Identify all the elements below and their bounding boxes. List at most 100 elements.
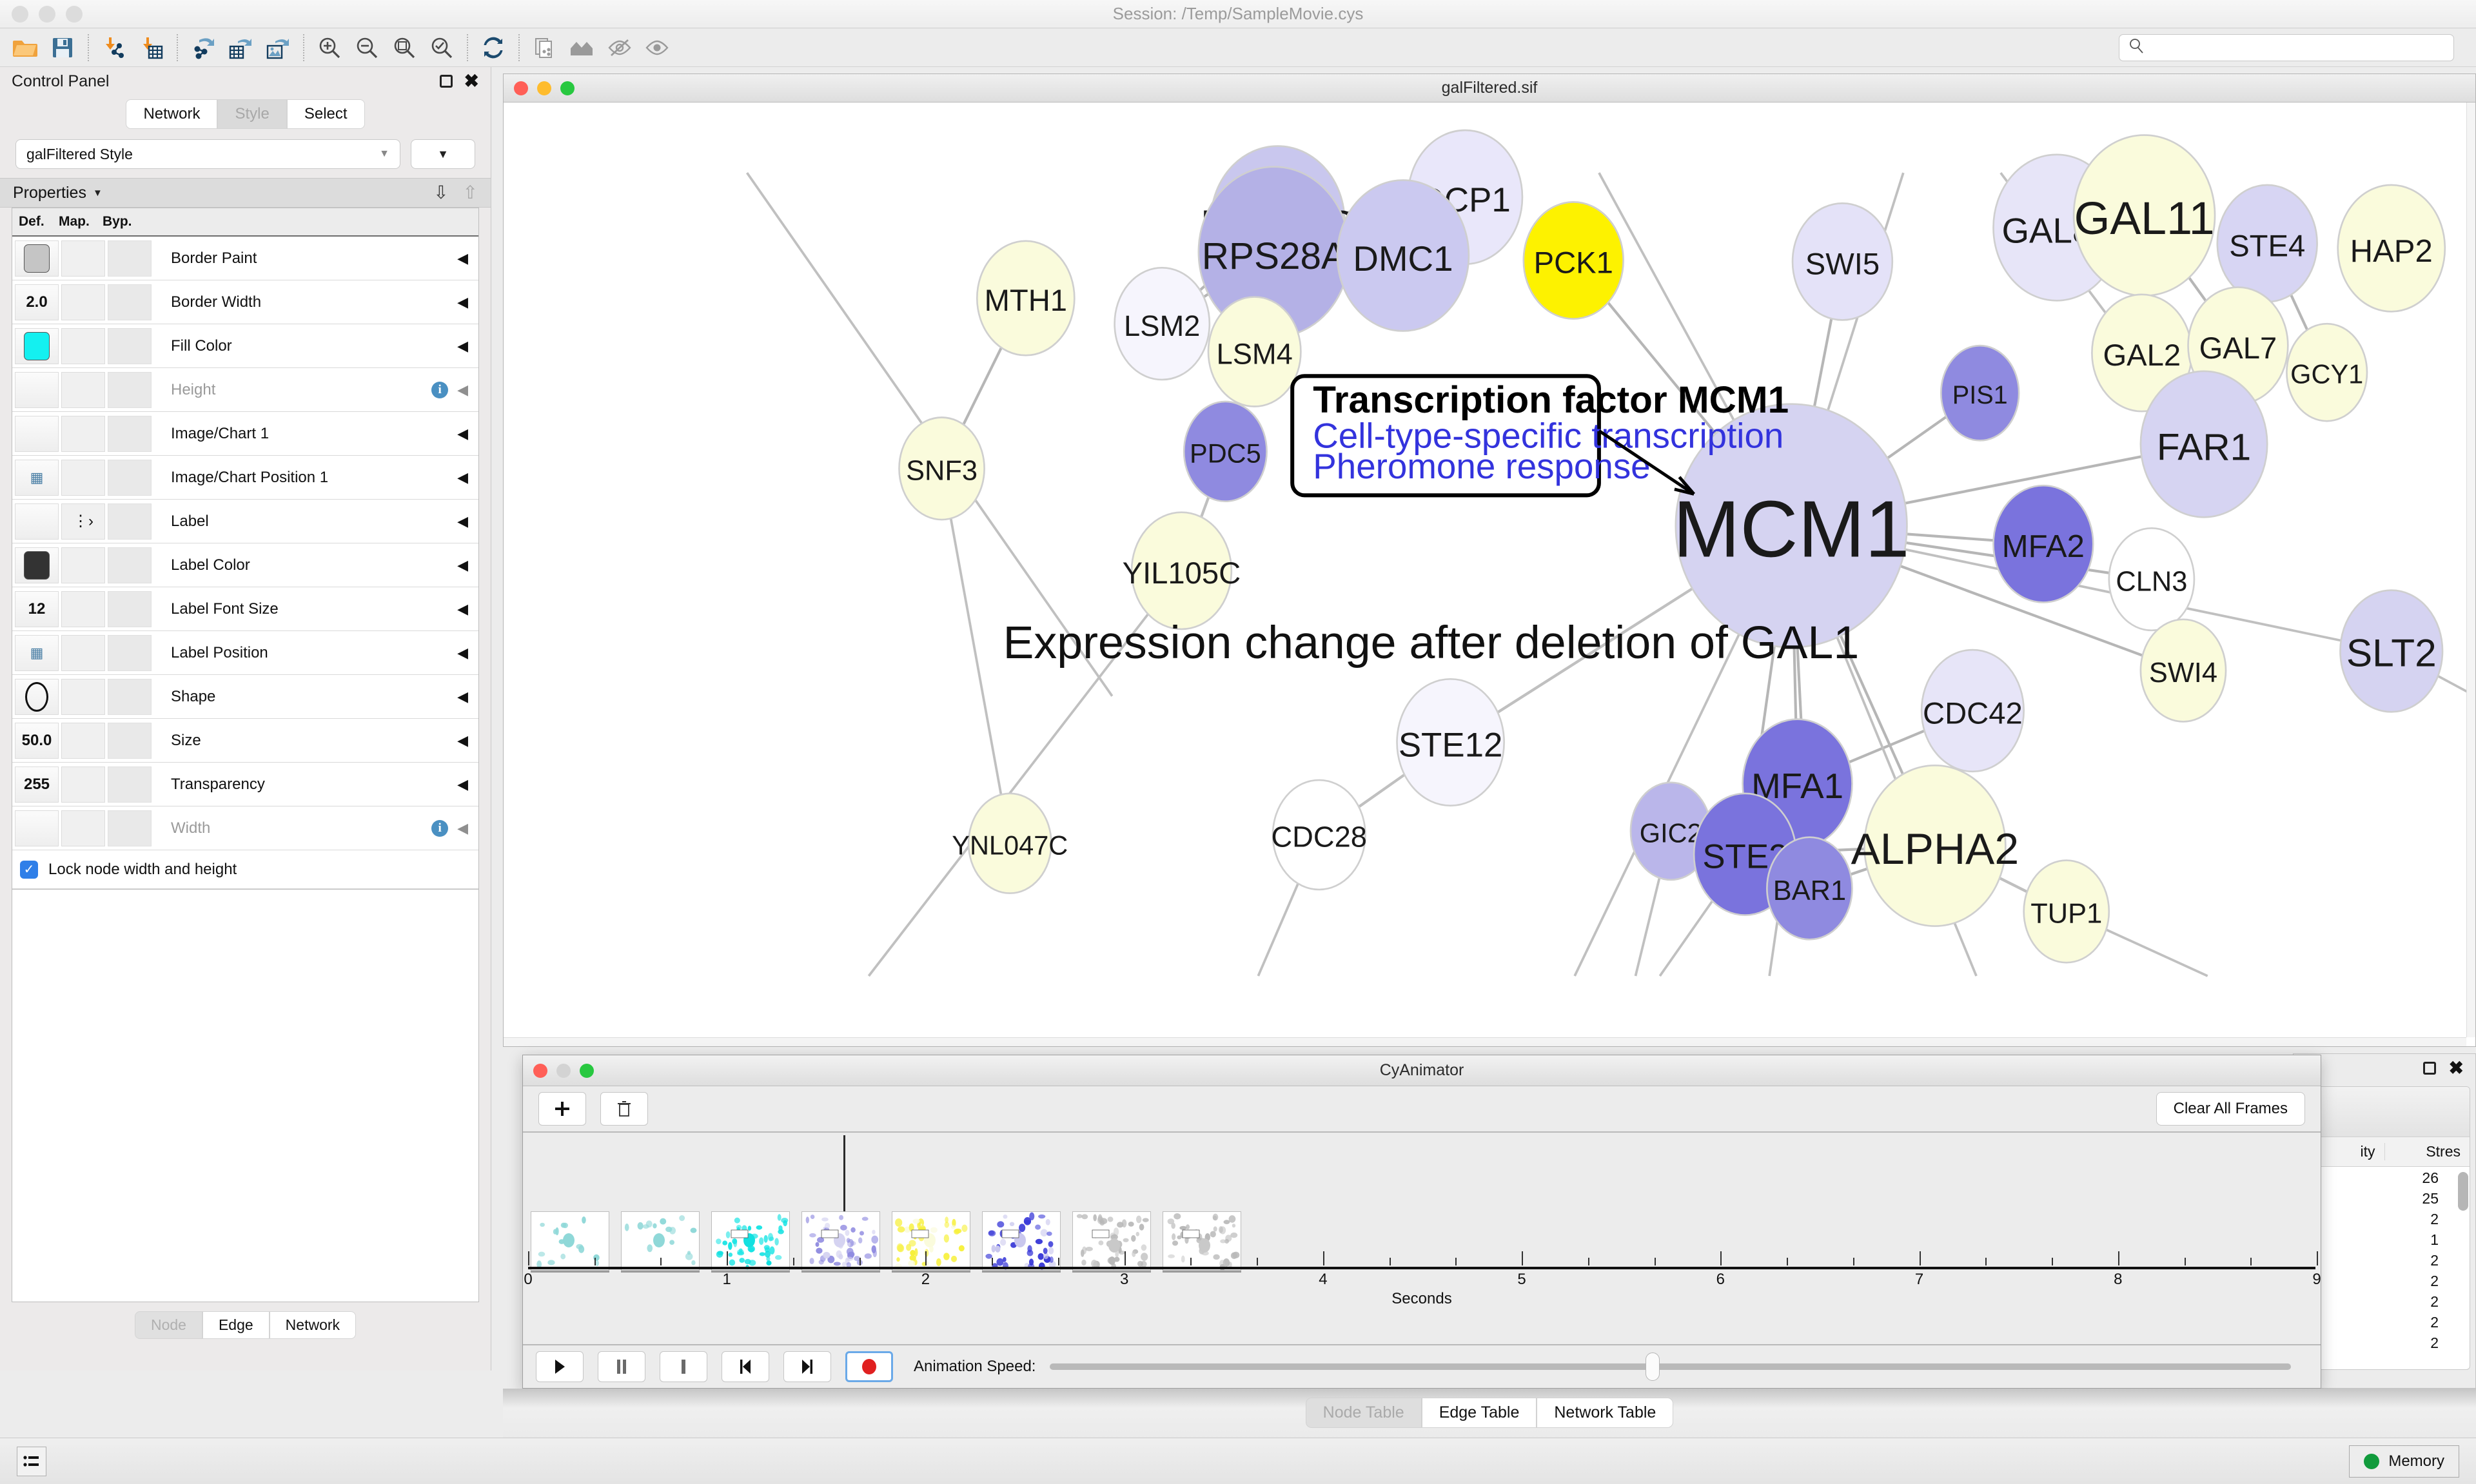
property-mapping-cell[interactable]: [61, 591, 105, 627]
property-row-border-paint[interactable]: Border Paint ◀: [12, 237, 478, 280]
color-swatch-icon[interactable]: [24, 331, 50, 360]
col-centrality[interactable]: ity: [2299, 1143, 2385, 1160]
timeline-frame[interactable]: [801, 1211, 880, 1271]
memory-status-button[interactable]: Memory: [2349, 1445, 2459, 1478]
import-network-icon[interactable]: [95, 31, 133, 64]
property-default-cell[interactable]: [15, 810, 59, 846]
expand-property-icon[interactable]: ◀: [457, 469, 468, 485]
expand-property-icon[interactable]: ◀: [457, 381, 468, 398]
property-row-label[interactable]: ⋮› Label ◀: [12, 500, 478, 543]
export-network-icon[interactable]: [184, 31, 222, 64]
property-row-height[interactable]: Height i ◀: [12, 368, 478, 412]
skip-start-button[interactable]: [722, 1351, 769, 1382]
minimize-window-light[interactable]: [39, 5, 55, 23]
network-maximize-light[interactable]: [560, 81, 575, 95]
property-bypass-cell[interactable]: [108, 415, 152, 452]
tab-edge-table[interactable]: Edge Table: [1421, 1398, 1537, 1428]
refresh-icon[interactable]: [475, 31, 512, 64]
table-row[interactable]: 2: [2430, 1334, 2439, 1351]
slider-knob[interactable]: [1646, 1352, 1660, 1381]
property-mapping-cell[interactable]: [61, 327, 105, 364]
graph-node-cdc28[interactable]: CDC28: [1271, 779, 1367, 891]
export-table-icon[interactable]: [222, 31, 259, 64]
expand-property-icon[interactable]: ◀: [457, 293, 468, 310]
graph-node-pdc5[interactable]: PDC5: [1183, 400, 1268, 503]
table-row[interactable]: 2: [2430, 1314, 2439, 1331]
graph-node-gal11[interactable]: GAL11: [2072, 134, 2216, 297]
cyanimator-minimize-light[interactable]: [556, 1063, 571, 1078]
property-row-width[interactable]: Width i ◀: [12, 806, 478, 850]
property-row-fill-color[interactable]: Fill Color ◀: [12, 324, 478, 368]
window-traffic-lights[interactable]: [12, 5, 83, 23]
graph-node-gal2[interactable]: GAL2: [2091, 293, 2193, 413]
expand-property-icon[interactable]: ◀: [457, 819, 468, 836]
float-table-icon[interactable]: [2422, 1062, 2436, 1075]
clear-all-frames-button[interactable]: Clear All Frames: [2156, 1092, 2305, 1126]
property-row-image-chart-1[interactable]: Image/Chart 1 ◀: [12, 412, 478, 456]
property-default-cell[interactable]: [15, 371, 59, 408]
graph-node-ste12[interactable]: STE12: [1396, 678, 1505, 806]
graph-node-tup1[interactable]: TUP1: [2023, 859, 2110, 964]
graph-node-cln3[interactable]: CLN3: [2108, 527, 2196, 632]
maximize-window-light[interactable]: [66, 5, 83, 23]
tab-style[interactable]: Style: [217, 99, 287, 129]
open-folder-icon[interactable]: [6, 31, 44, 64]
property-mapping-cell[interactable]: [61, 284, 105, 320]
graph-node-gic2[interactable]: GIC2: [1629, 781, 1712, 881]
graph-node-snf3[interactable]: SNF3: [898, 416, 985, 521]
graph-node-pis1[interactable]: PIS1: [1940, 344, 2020, 442]
lock-node-size-checkbox[interactable]: ✓: [20, 860, 38, 879]
property-row-label-position[interactable]: ▦ Label Position ◀: [12, 631, 478, 675]
network-minimize-light[interactable]: [537, 81, 551, 95]
graph-node-lsm2[interactable]: LSM2: [1114, 266, 1211, 381]
property-bypass-cell[interactable]: [108, 547, 152, 583]
node-table-scrollbar[interactable]: [2458, 1172, 2468, 1211]
property-default-cell[interactable]: [15, 678, 59, 715]
property-row-shape[interactable]: Shape ◀: [12, 675, 478, 719]
graph-node-ynl047c[interactable]: YNL047C: [952, 792, 1068, 894]
record-button[interactable]: [845, 1351, 893, 1382]
network-vertical-scrollbar[interactable]: [2466, 103, 2475, 1037]
col-stress[interactable]: Stres: [2426, 1143, 2461, 1160]
table-row[interactable]: 25: [2422, 1190, 2439, 1207]
timeline-frame[interactable]: [711, 1211, 790, 1271]
graph-edge[interactable]: [867, 570, 1183, 977]
property-row-label-font-size[interactable]: 12 Label Font Size ◀: [12, 587, 478, 631]
ellipse-shape-icon[interactable]: [25, 681, 48, 712]
style-dropdown[interactable]: galFiltered Style ▼: [15, 139, 400, 169]
cyanimator-traffic-lights[interactable]: [533, 1063, 594, 1078]
property-default-cell[interactable]: [15, 547, 59, 583]
color-swatch-icon[interactable]: [24, 244, 50, 273]
property-bypass-cell[interactable]: [108, 459, 152, 496]
graph-node-pck1[interactable]: PCK1: [1522, 201, 1624, 320]
expand-property-icon[interactable]: ◀: [457, 425, 468, 442]
export-image-icon[interactable]: [259, 31, 297, 64]
cyanimator-timeline[interactable]: 0 1 2 3 4 5 6 7 8 9 Seconds: [523, 1133, 2321, 1307]
property-default-cell[interactable]: ▦: [15, 459, 59, 496]
show-icon[interactable]: [638, 31, 676, 64]
property-row-size[interactable]: 50.0 Size ◀: [12, 719, 478, 763]
animation-speed-slider[interactable]: [1050, 1351, 2291, 1382]
graph-node-swi5[interactable]: SWI5: [1791, 202, 1894, 321]
info-icon[interactable]: i: [431, 381, 449, 398]
graph-node-gcy1[interactable]: GCY1: [2286, 322, 2368, 422]
table-row[interactable]: 1: [2430, 1231, 2439, 1248]
mapping-icon[interactable]: ⋮›: [73, 513, 93, 530]
collapse-all-icon[interactable]: ⇧: [462, 182, 478, 202]
task-list-icon[interactable]: [17, 1446, 46, 1476]
timeline-frame[interactable]: [1072, 1211, 1151, 1271]
search-box[interactable]: [2119, 34, 2454, 61]
expand-property-icon[interactable]: ◀: [457, 337, 468, 354]
graph-node-hap2[interactable]: HAP2: [2337, 184, 2446, 313]
property-bypass-cell[interactable]: [108, 810, 152, 846]
property-default-cell[interactable]: [15, 240, 59, 277]
import-table-icon[interactable]: [133, 31, 170, 64]
expand-property-icon[interactable]: ◀: [457, 600, 468, 617]
property-mapping-cell[interactable]: [61, 240, 105, 277]
table-row[interactable]: 2: [2430, 1273, 2439, 1289]
new-network-icon[interactable]: [526, 31, 564, 64]
delete-frame-button[interactable]: [600, 1092, 648, 1126]
tab-network-style[interactable]: Network: [269, 1311, 357, 1339]
zoom-fit-icon[interactable]: [386, 31, 423, 64]
expand-property-icon[interactable]: ◀: [457, 688, 468, 705]
